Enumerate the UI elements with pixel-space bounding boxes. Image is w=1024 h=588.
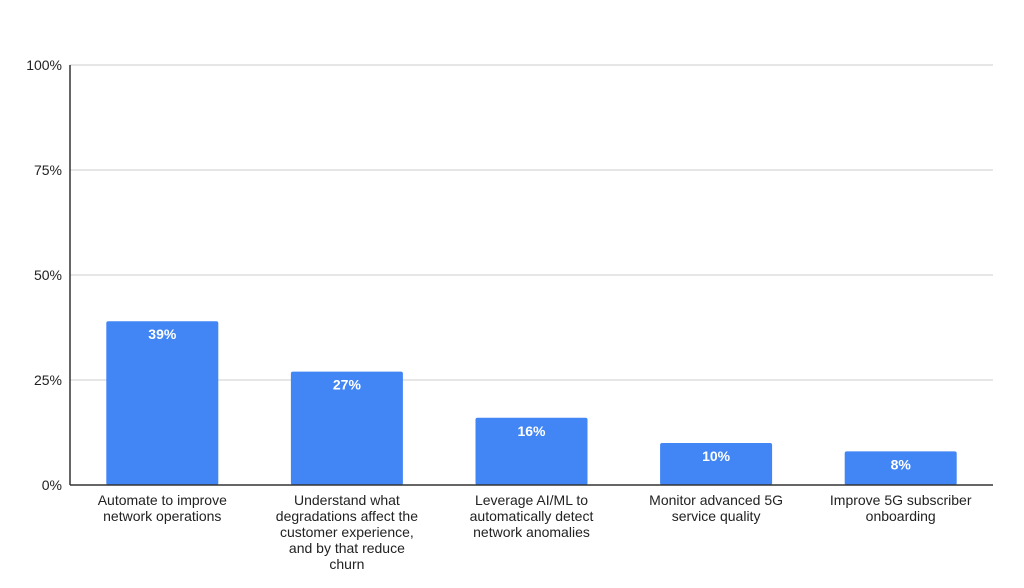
- bar: [660, 443, 773, 485]
- x-category-label: Improve 5G subscriber onboarding: [830, 492, 972, 524]
- category-labels: Automate to improve network operations Und…: [98, 492, 972, 572]
- data-label: 10%: [702, 448, 731, 464]
- y-axis-tick-labels: 0% 25% 50% 75% 100%: [26, 57, 62, 493]
- data-label: 27%: [333, 377, 362, 393]
- data-label: 39%: [148, 326, 177, 342]
- y-tick-label: 50%: [34, 267, 62, 283]
- gridlines: [70, 64, 993, 381]
- x-category-label-line: and by that reduce: [289, 540, 405, 556]
- x-category-label-line: Automate to improve: [98, 492, 227, 508]
- x-category-label-line: network anomalies: [473, 524, 590, 540]
- x-category-label-line: churn: [329, 556, 364, 572]
- x-category-label: Monitor advanced 5G service quality: [649, 492, 783, 524]
- y-tick-label: 75%: [34, 162, 62, 178]
- x-category-label: Leverage AI/ML to automatically detect net…: [470, 492, 594, 540]
- y-tick-label: 100%: [26, 57, 62, 73]
- x-category-label-line: service quality: [672, 508, 761, 524]
- x-category-label-line: Understand what: [294, 492, 400, 508]
- x-category-label: Automate to improve network operations: [98, 492, 227, 524]
- data-label: 8%: [891, 456, 912, 472]
- x-category-label-line: onboarding: [866, 508, 936, 524]
- bars: [106, 321, 957, 485]
- bar: [290, 371, 403, 485]
- bar: [844, 451, 957, 485]
- data-labels: 39% 27% 16% 10% 8%: [148, 326, 911, 472]
- x-category-label: Understand what degradations affect the cu…: [276, 492, 418, 572]
- x-category-label-line: Leverage AI/ML to: [475, 492, 588, 508]
- data-label: 16%: [517, 423, 546, 439]
- x-category-label-line: automatically detect: [470, 508, 594, 524]
- bar: [475, 417, 588, 485]
- x-category-label-line: Monitor advanced 5G: [649, 492, 783, 508]
- y-tick-label: 0%: [42, 477, 62, 493]
- bar: [106, 321, 219, 485]
- x-category-label-line: Improve 5G subscriber: [830, 492, 972, 508]
- x-category-label-line: customer experience,: [280, 524, 414, 540]
- x-category-label-line: network operations: [103, 508, 221, 524]
- y-tick-label: 25%: [34, 372, 62, 388]
- x-category-label-line: degradations affect the: [276, 508, 418, 524]
